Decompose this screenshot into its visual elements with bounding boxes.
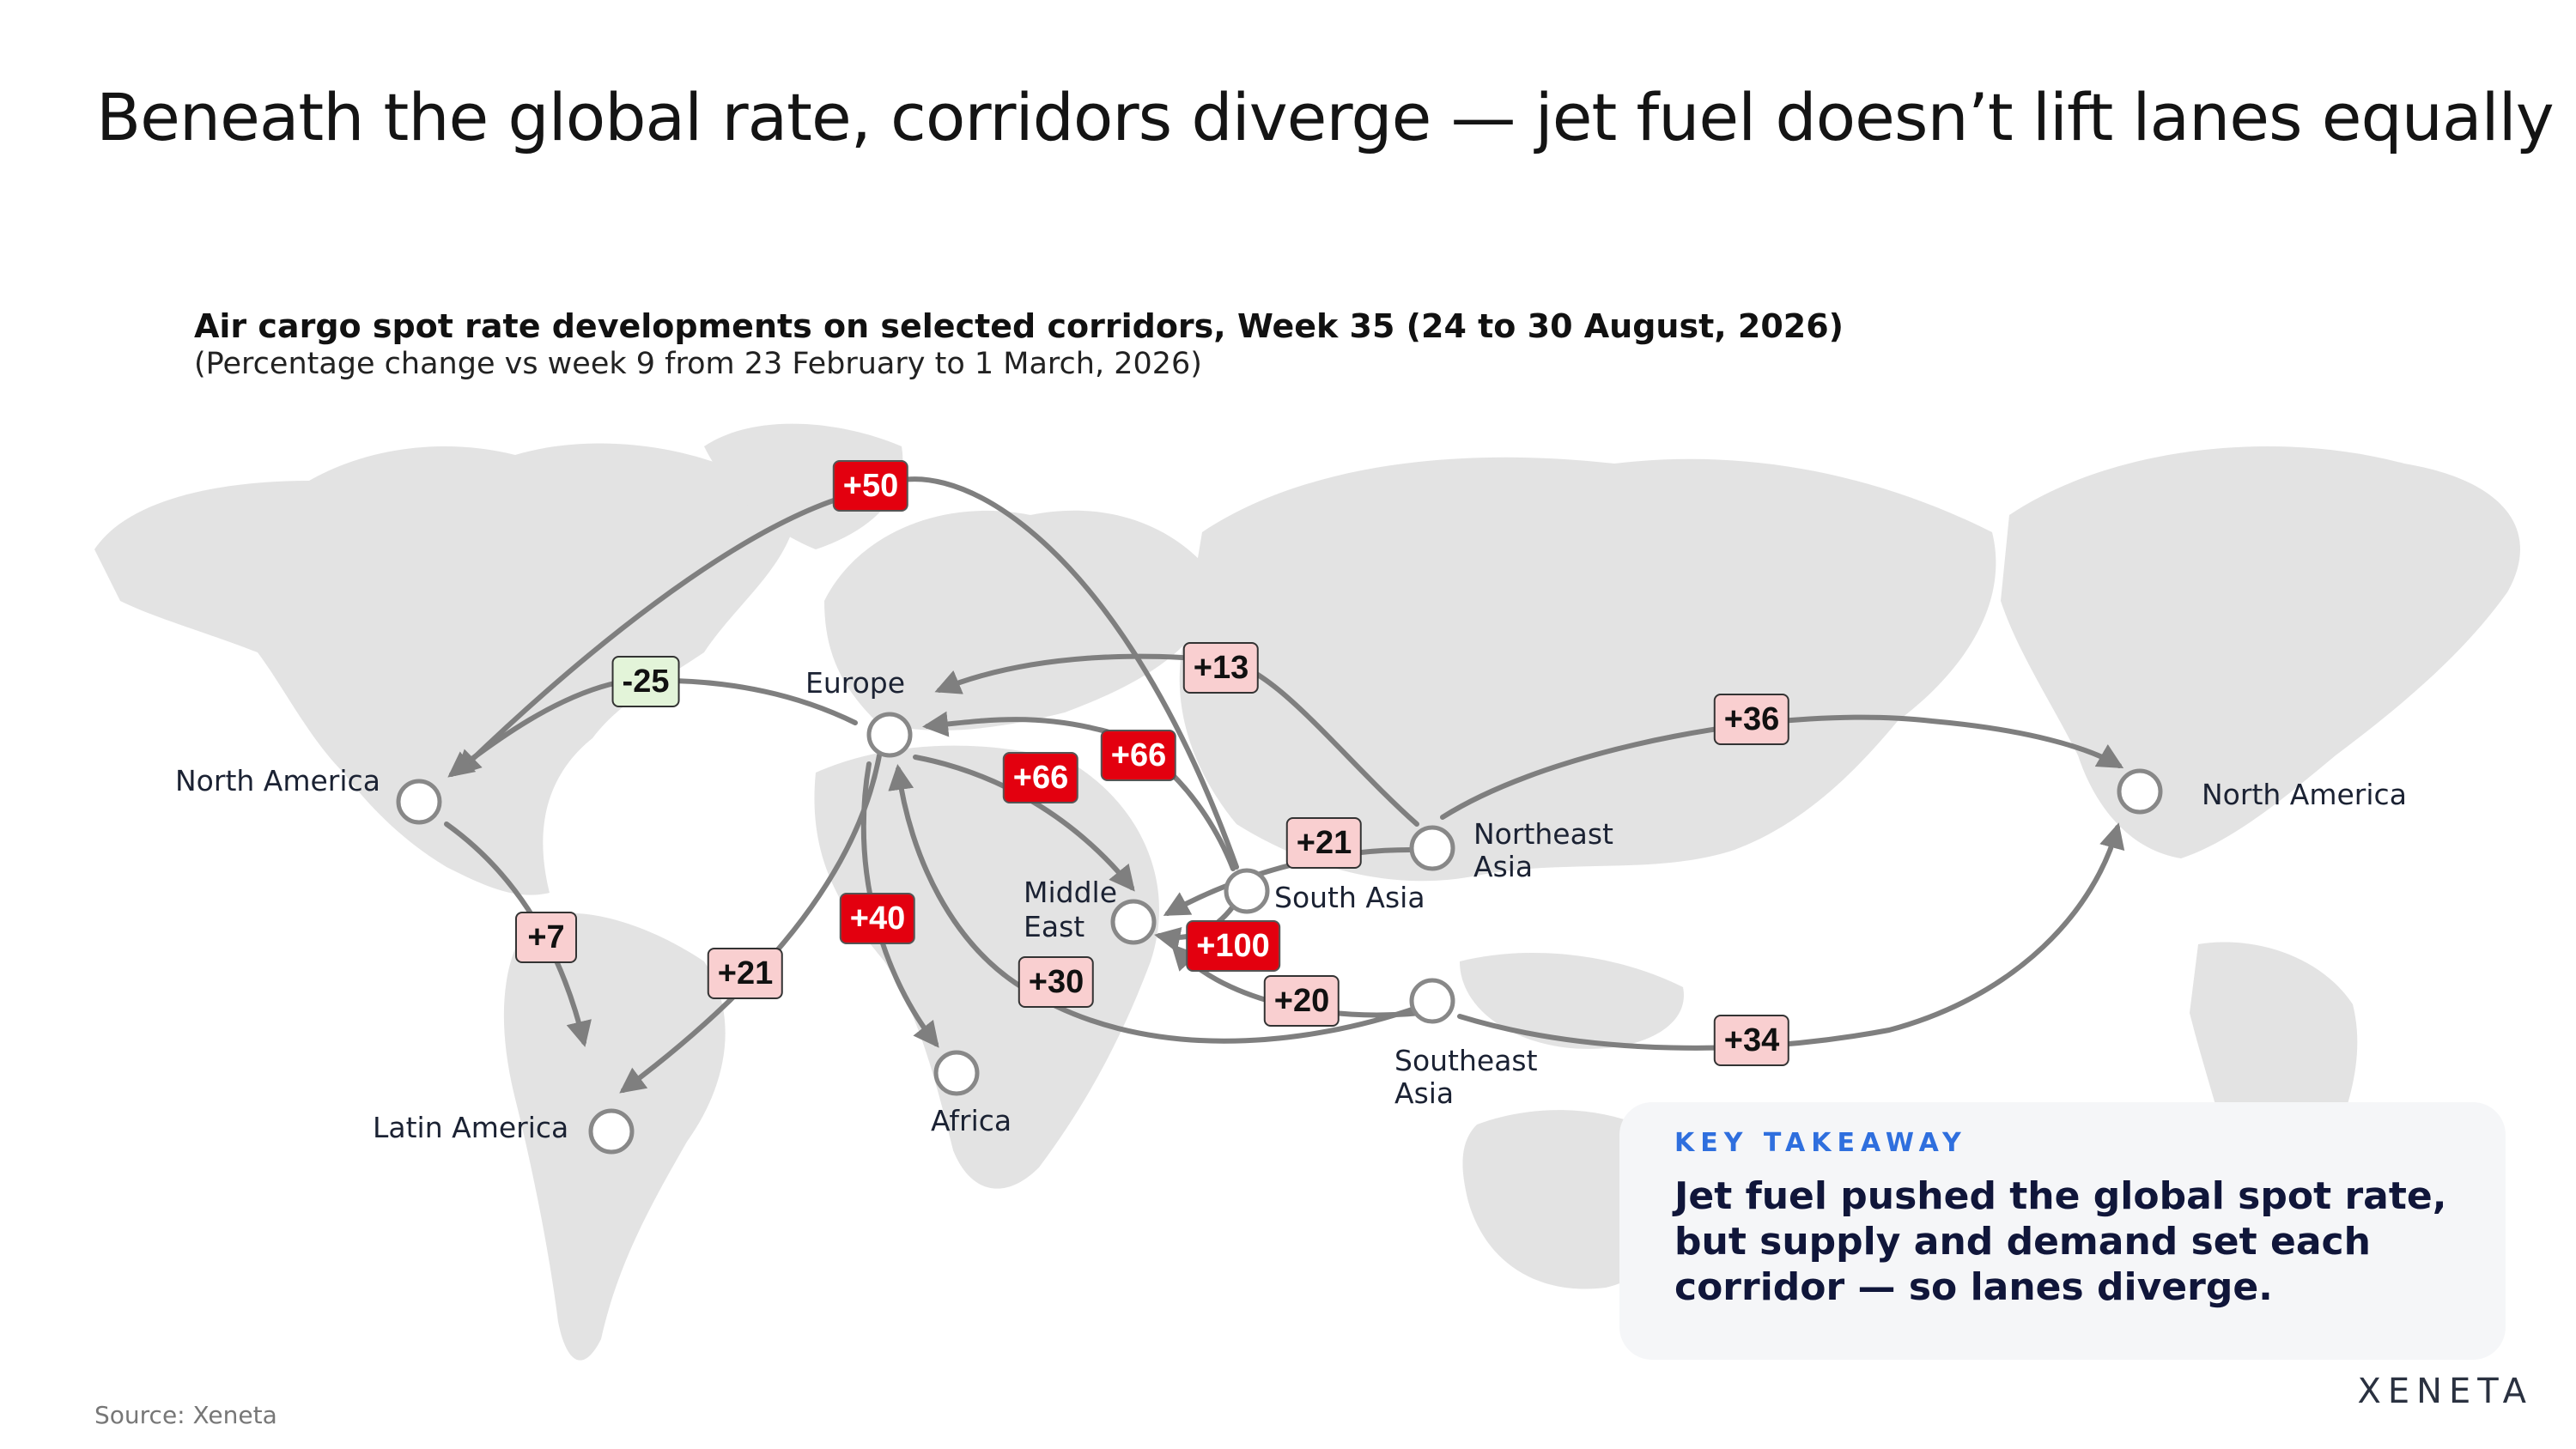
badge-northeast-asia-europe: +13 (1182, 642, 1260, 694)
continent-north-america (94, 443, 799, 895)
label-latin-america: Latin America (373, 1111, 569, 1144)
node-latin-america (588, 1108, 635, 1155)
badge-southeast-asia-middle-east: +20 (1263, 975, 1340, 1027)
badge-south-asia-middle-east: +100 (1186, 920, 1280, 972)
corridor-arrows (444, 476, 2125, 1094)
arrow-south-asia-to-europe (922, 711, 1236, 871)
arrow-northeast-asia-to-middle-east (1163, 847, 1413, 916)
node-north-america-e (2117, 768, 2163, 815)
takeaway-text: Jet fuel pushed the global spot rate, bu… (1674, 1174, 2447, 1309)
source-note: Source: Xeneta (94, 1401, 277, 1429)
arrow-northeast-asia-to-north-america-e (1440, 714, 2124, 820)
label-north-america-e: North America (2202, 778, 2407, 811)
continent-asia (1179, 457, 1996, 882)
node-southeast-asia (1409, 978, 1455, 1024)
badge-south-asia-europe: +66 (1100, 730, 1177, 781)
node-northeast-asia (1409, 825, 1455, 871)
chart-title: Air cargo spot rate developments on sele… (194, 307, 1844, 345)
page-title: Beneath the global rate, corridors diver… (96, 79, 2555, 155)
badge-southeast-asia-europe: +30 (1018, 956, 1095, 1008)
takeaway-kicker: KEY TAKEAWAY (1674, 1128, 1967, 1158)
node-middle-east (1110, 899, 1157, 945)
chart-subtitle: (Percentage change vs week 9 from 23 Feb… (194, 347, 1202, 381)
node-africa (933, 1050, 980, 1096)
badge-northeast-asia-middle-east: +21 (1285, 817, 1363, 869)
badge-europe-latin-america: +21 (707, 948, 784, 999)
badge-south-asia-north-america: +50 (832, 460, 909, 512)
node-europe (866, 712, 913, 758)
badge-europe-north-america: -25 (611, 656, 680, 707)
node-north-america-w (396, 779, 442, 825)
nodes (396, 712, 2163, 1155)
label-europe: Europe (805, 666, 906, 700)
continent-southeast-islands (1460, 953, 1684, 1049)
label-middle-east-line2: East (1024, 910, 1085, 943)
world-map-background (94, 423, 2520, 1361)
arrow-southeast-asia-to-north-america-e (1457, 822, 2125, 1051)
continent-europe (824, 510, 1219, 731)
label-southeast-asia-line1: Southeast (1394, 1044, 1538, 1077)
label-south-asia: South Asia (1274, 881, 1425, 914)
label-north-america-w: North America (175, 764, 380, 797)
node-south-asia (1224, 868, 1270, 914)
label-northeast-asia-line1: Northeast (1473, 817, 1613, 851)
badge-europe-middle-east: +66 (1002, 752, 1079, 803)
key-takeaway-card: KEY TAKEAWAY Jet fuel pushed the global … (1619, 1102, 2506, 1360)
badge-southeast-asia-north-america: +34 (1713, 1015, 1790, 1066)
label-middle-east-line1: Middle (1024, 876, 1118, 909)
badge-europe-africa: +40 (839, 893, 916, 944)
xeneta-logo: XENETA (2357, 1372, 2533, 1411)
continent-africa (814, 745, 1159, 1189)
label-northeast-asia-line2: Asia (1473, 850, 1534, 883)
label-africa: Africa (931, 1104, 1012, 1137)
continent-greenland (704, 423, 903, 549)
badge-northeast-asia-north-america: +36 (1713, 694, 1790, 745)
label-southeast-asia-line2: Asia (1394, 1076, 1455, 1110)
arrow-north-america-w-to-latin-america (444, 822, 592, 1047)
continent-north-america-east (2001, 446, 2520, 858)
badge-north-america-latin-america: +7 (515, 912, 577, 963)
